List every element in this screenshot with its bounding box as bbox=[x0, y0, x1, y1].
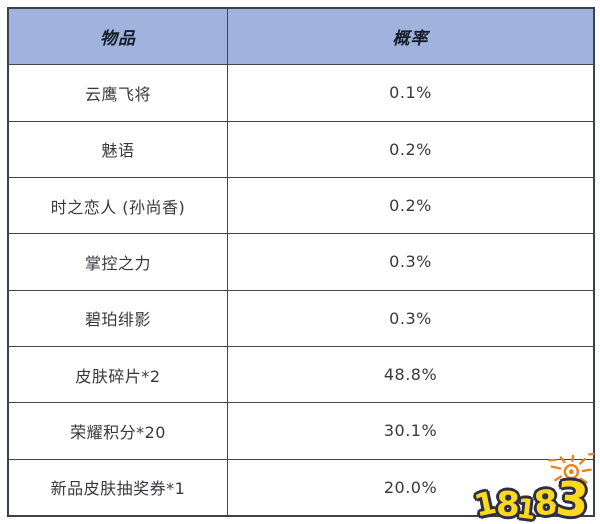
sun-doodle-icon bbox=[548, 452, 595, 484]
table-row: 掌控之力 0.3% bbox=[9, 233, 593, 290]
table-header-row: 物品 概率 bbox=[9, 9, 593, 65]
item-rate: 0.2% bbox=[389, 139, 432, 159]
table-row: 荣耀积分*20 30.1% bbox=[9, 402, 593, 459]
column-header-item: 物品 bbox=[9, 9, 228, 65]
item-name: 魅语 bbox=[9, 121, 228, 177]
item-name: 新品皮肤抽奖券*1 bbox=[9, 459, 228, 515]
watermark-text: 18183 bbox=[470, 471, 591, 524]
item-rate: 0.2% bbox=[389, 196, 432, 216]
item-rate: 48.8% bbox=[383, 365, 438, 385]
table-row: 碧珀绯影 0.3% bbox=[9, 289, 593, 346]
table-row: 新品皮肤抽奖券*1 20.0% bbox=[9, 458, 593, 515]
item-rate: 20.0% bbox=[383, 477, 438, 497]
item-name: 碧珀绯影 bbox=[9, 290, 228, 346]
item-rate: 30.1% bbox=[383, 421, 438, 441]
table-row: 时之恋人 (孙尚香) 0.2% bbox=[9, 176, 593, 234]
column-header-rate: 概率 bbox=[392, 29, 429, 50]
table-row: 魅语 0.2% bbox=[9, 120, 593, 177]
item-rate: 0.3% bbox=[389, 252, 432, 272]
table-row: 云鹰飞将 0.1% bbox=[9, 64, 593, 121]
item-rate: 0.1% bbox=[389, 83, 432, 103]
watermark-18183-logo: 18183 bbox=[470, 452, 595, 524]
item-rate: 0.3% bbox=[389, 308, 432, 328]
item-name: 荣耀积分*20 bbox=[9, 403, 228, 459]
probability-table: 物品 概率 云鹰飞将 0.1% 魅语 0.2% 时之恋人 (孙尚香) 0.2% … bbox=[7, 7, 595, 517]
item-name: 云鹰飞将 bbox=[9, 65, 228, 121]
item-name: 时之恋人 (孙尚香) bbox=[9, 177, 228, 234]
item-name: 皮肤碎片*2 bbox=[9, 346, 228, 403]
item-name: 掌控之力 bbox=[9, 234, 228, 290]
table-row: 皮肤碎片*2 48.8% bbox=[9, 345, 593, 403]
